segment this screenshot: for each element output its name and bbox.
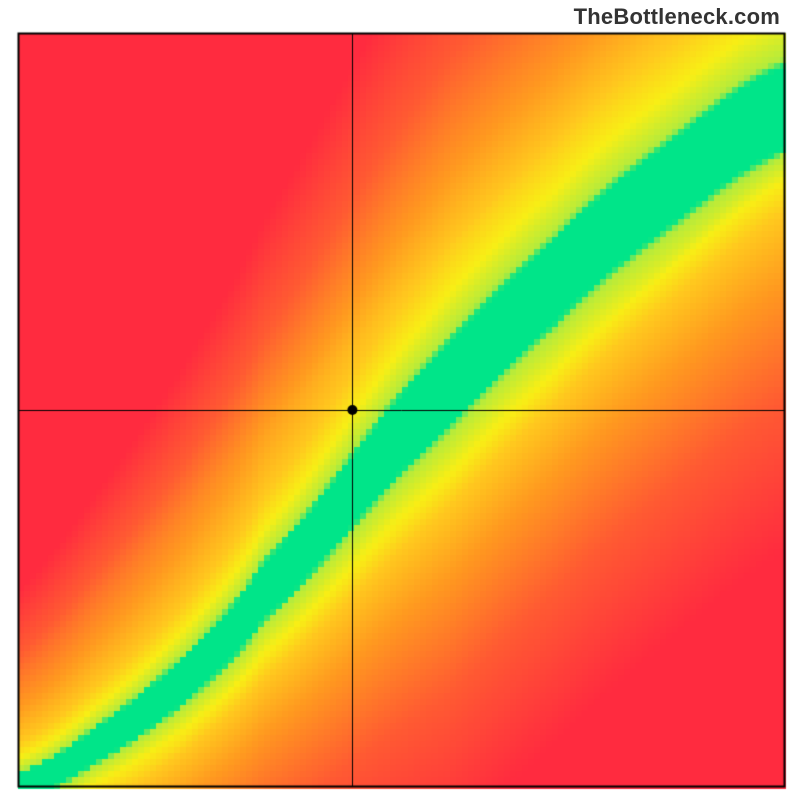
watermark-text: TheBottleneck.com: [574, 4, 780, 30]
heatmap-canvas: [0, 0, 800, 800]
chart-container: TheBottleneck.com: [0, 0, 800, 800]
